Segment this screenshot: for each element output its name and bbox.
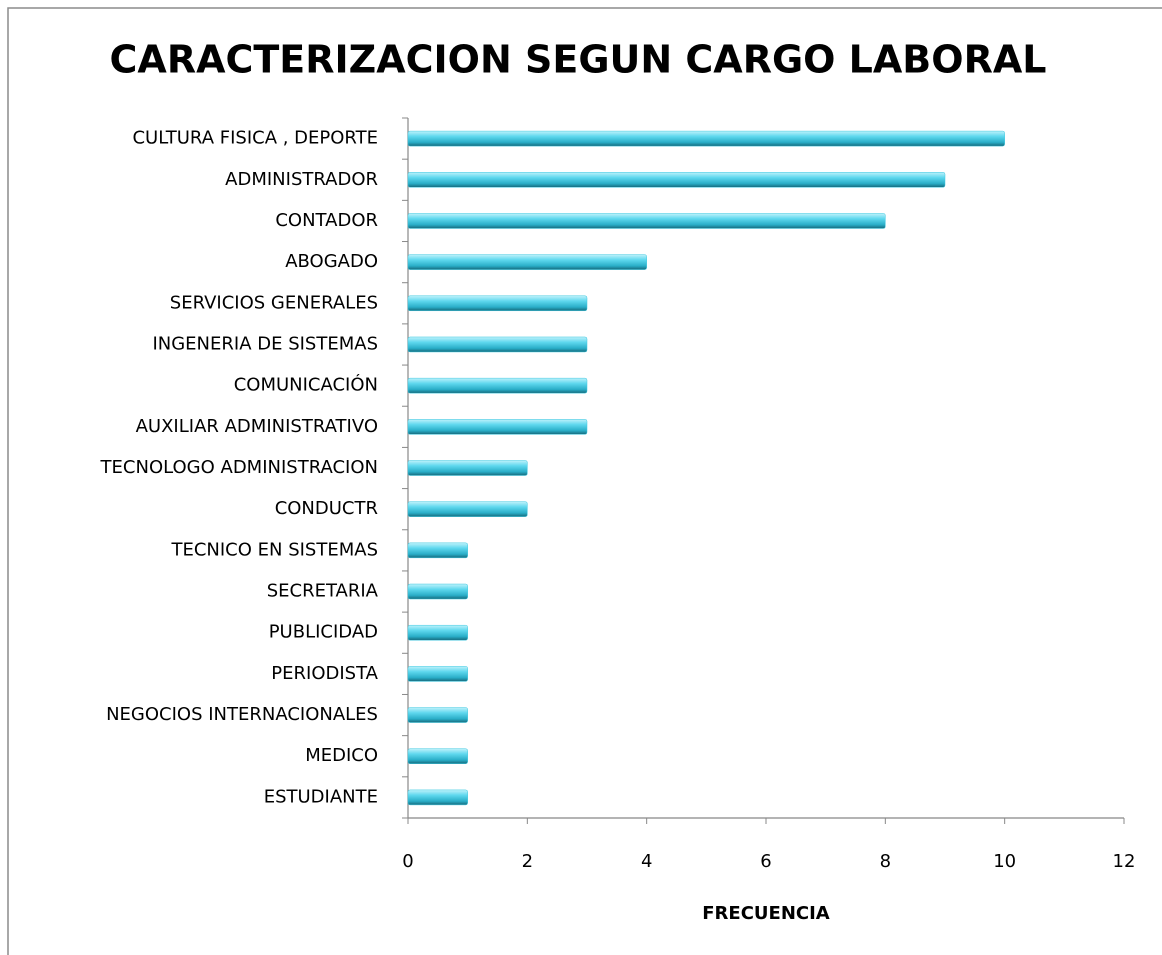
bar	[407, 583, 468, 600]
x-tick-label: 0	[402, 851, 413, 872]
y-tick-label: TECNOLOGO ADMINISTRACION	[100, 457, 378, 478]
y-tick-label: PERIODISTA	[271, 663, 378, 684]
y-tick-label: CONDUCTR	[275, 498, 378, 519]
x-tick-label: 8	[880, 851, 891, 872]
y-tick-label: PUBLICIDAD	[269, 622, 378, 643]
x-tick-label: 4	[641, 851, 652, 872]
y-tick-label: ESTUDIANTE	[264, 786, 378, 807]
bar	[407, 789, 468, 806]
bar	[407, 501, 528, 517]
y-tick-label: COMUNICACIÓN	[234, 374, 378, 396]
bar	[407, 419, 588, 435]
y-tick-label: SERVICIOS GENERALES	[170, 292, 378, 313]
bar	[407, 377, 588, 394]
x-tick-label: 2	[522, 851, 533, 872]
bar	[407, 172, 946, 188]
bar	[407, 748, 468, 764]
x-tick-label: 10	[993, 851, 1016, 872]
bar	[407, 336, 588, 353]
x-tick-label: 12	[1113, 851, 1136, 872]
x-axis-title: FRECUENCIA	[702, 903, 830, 924]
y-tick-label: NEGOCIOS INTERNACIONALES	[106, 704, 378, 725]
y-tick-label: CULTURA FISICA , DEPORTE	[132, 128, 378, 149]
bar	[407, 130, 1005, 147]
y-tick-label: AUXILIAR ADMINISTRATIVO	[136, 416, 378, 437]
bar	[407, 213, 886, 229]
y-tick-label: ABOGADO	[285, 251, 378, 272]
y-tick-label: TECNICO EN SISTEMAS	[170, 539, 378, 560]
x-tick-label: 6	[760, 851, 771, 872]
chart-title: CARACTERIZACION SEGUN CARGO LABORAL	[110, 38, 1047, 82]
bar	[407, 624, 468, 641]
bar	[407, 295, 588, 312]
y-tick-label: ADMINISTRADOR	[225, 169, 378, 190]
bar	[407, 254, 647, 270]
y-tick-label: CONTADOR	[275, 210, 378, 231]
chart-frame	[7, 7, 1162, 955]
bar	[407, 707, 468, 723]
bar	[407, 666, 468, 682]
y-tick-label: INGENERIA DE SISTEMAS	[152, 333, 378, 354]
y-tick-label: SECRETARIA	[267, 581, 379, 602]
bar	[407, 542, 468, 559]
y-tick-label: MEDICO	[305, 745, 378, 766]
bar	[407, 460, 528, 476]
